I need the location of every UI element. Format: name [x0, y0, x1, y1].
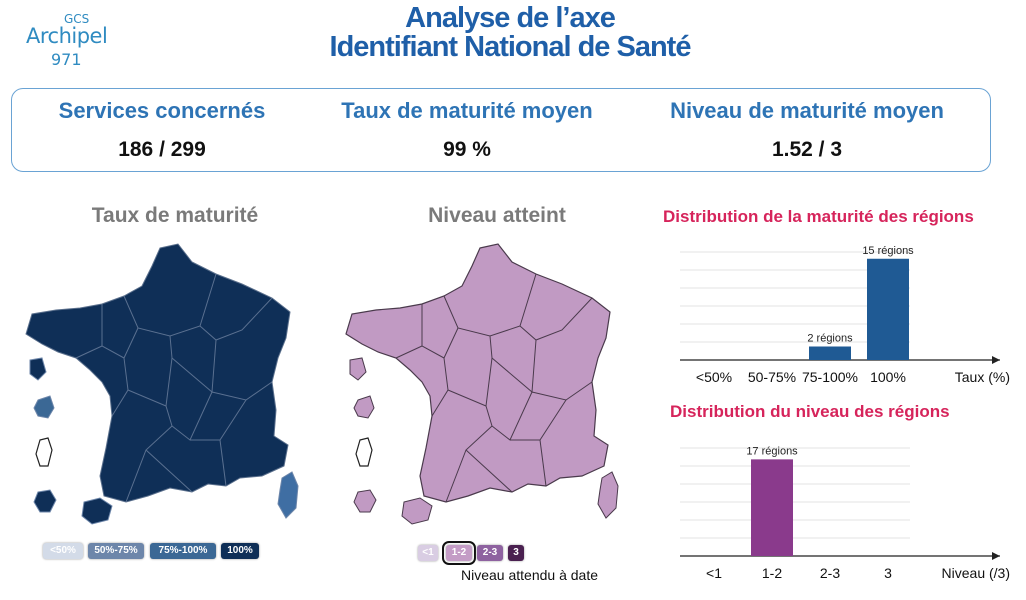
overseas-3: [355, 437, 373, 467]
kpi-value: 99 %: [443, 138, 491, 161]
kpi-value: 186 / 299: [118, 138, 206, 161]
x-axis-label: Niveau (/3): [942, 565, 1010, 581]
level-legend-3: 3: [508, 545, 524, 561]
level-legend-note: Niveau attendu à date: [461, 567, 598, 583]
bar: [751, 459, 793, 556]
overseas-2: [353, 395, 375, 419]
maturity-map-title: Taux de maturité: [91, 204, 259, 227]
mainland-france: [25, 243, 291, 503]
level-legend-1-2: 1-2: [442, 541, 476, 565]
maturity-map: [25, 243, 299, 525]
level-map: [345, 243, 619, 525]
kpi-value: 1.52 / 3: [771, 138, 843, 161]
x-tick-label: 3: [884, 565, 892, 581]
kpi-services: Services concernés 186 / 299: [12, 89, 312, 162]
overseas-2: [33, 395, 55, 419]
x-tick-label: 100%: [870, 369, 906, 385]
x-tick-label: 2-3: [820, 565, 840, 581]
overseas-5: [81, 497, 113, 525]
mainland-france: [345, 243, 611, 503]
level-legend-2-3: 2-3: [477, 545, 503, 561]
region-borders: [395, 273, 593, 503]
x-axis-arrow: [992, 356, 1000, 364]
x-tick-label: <1: [706, 565, 722, 581]
x-axis-arrow: [992, 552, 1000, 560]
maturity-legend-50-75: 50%-75%: [88, 543, 144, 559]
overseas-5: [401, 497, 433, 525]
level-distribution-chart: <1 17 régions 1-2 2-3 3 Niveau (/3): [680, 445, 1010, 581]
overseas-1: [29, 357, 47, 381]
corsica: [597, 471, 619, 519]
france-regions-map: [345, 243, 619, 525]
level-chart-title: Distribution du niveau des régions: [670, 402, 950, 421]
kpi-label: Services concernés: [58, 98, 266, 123]
x-tick-label: 1-2: [762, 565, 782, 581]
x-tick-label: 50-75%: [748, 369, 796, 385]
page-title: Analyse de l’axe Identifiant National de…: [230, 4, 790, 62]
france-regions-map: [25, 243, 299, 525]
corsica: [277, 471, 299, 519]
maturity-legend-lt50: <50%: [43, 543, 83, 559]
title-line-1: Analyse de l’axe: [405, 2, 616, 34]
region-borders: [75, 273, 273, 503]
logo-line-2: Archipel: [26, 24, 108, 48]
logo-line-3: 971: [51, 50, 82, 69]
x-tick-label: 75-100%: [802, 369, 858, 385]
overseas-3: [35, 437, 53, 467]
maturity-distribution-chart: <50% 50-75% 2 régions 75-100% 15 régions 100%…: [680, 245, 1010, 385]
data-label: 2 régions: [807, 333, 853, 345]
maturity-chart-title: Distribution de la maturité des régions: [663, 207, 974, 226]
overseas-1: [349, 357, 367, 381]
overseas-4: [33, 489, 57, 513]
kpi-maturity-level: Niveau de maturité moyen 1.52 / 3: [642, 89, 972, 162]
kpi-label: Niveau de maturité moyen: [670, 98, 944, 123]
level-legend-lt1: <1: [418, 545, 438, 561]
kpi-panel: Services concernés 186 / 299 Taux de mat…: [11, 88, 991, 172]
level-map-title: Niveau atteint: [428, 204, 566, 227]
kpi-label: Taux de maturité moyen: [341, 98, 593, 123]
kpi-maturity-rate: Taux de maturité moyen 99 %: [317, 89, 617, 162]
maturity-legend-75-100: 75%-100%: [150, 543, 216, 559]
data-label: 17 régions: [746, 445, 798, 457]
bar: [867, 258, 909, 360]
x-axis-label: Taux (%): [955, 369, 1010, 385]
title-line-2: Identifiant National de Santé: [329, 31, 692, 63]
x-tick-label: <50%: [696, 369, 732, 385]
gcs-archipel-logo: GCS Archipel 971: [18, 6, 118, 76]
logo-line-1: GCS: [64, 12, 90, 26]
maturity-legend-100: 100%: [221, 543, 259, 559]
overseas-4: [353, 489, 377, 513]
data-label: 15 régions: [862, 245, 914, 257]
bar: [809, 346, 851, 360]
